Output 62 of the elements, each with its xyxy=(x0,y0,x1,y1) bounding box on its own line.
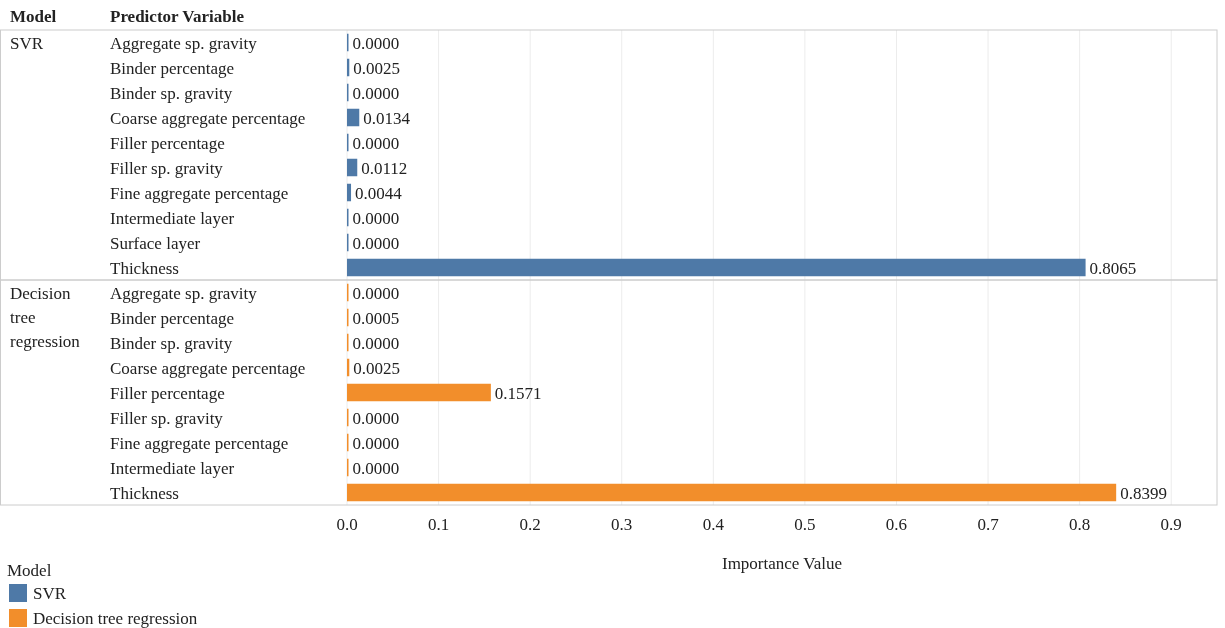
text: SVR xyxy=(10,33,44,53)
x-tick-label: 0.7 xyxy=(977,515,1000,534)
data-label: 0.0000 xyxy=(352,433,400,453)
data-label: 0.0000 xyxy=(352,133,400,153)
y-tick-label: Binder percentage xyxy=(110,58,235,78)
x-axis-title: Importance Value xyxy=(721,554,843,573)
data-label: 0.0000 xyxy=(352,333,400,353)
bar xyxy=(347,108,360,127)
y-tick-label: Fine aggregate percentage xyxy=(110,433,289,453)
y-tick-label: Thickness xyxy=(110,258,179,278)
y-tick-label: Coarse aggregate percentage xyxy=(110,108,306,128)
legend-label: Decision tree regression xyxy=(33,609,198,628)
text: Model xyxy=(10,7,57,26)
x-tick-label: 0.2 xyxy=(519,515,541,534)
y-tick-label: Aggregate sp. gravity xyxy=(110,33,258,53)
y-tick-label: Intermediate layer xyxy=(110,458,235,478)
y-axis-title: Predictor Variable xyxy=(110,7,245,26)
data-label: 0.0025 xyxy=(353,358,401,378)
x-tick-label: 0.4 xyxy=(702,515,725,534)
data-label: 0.1571 xyxy=(494,383,542,403)
data-label: 0.0025 xyxy=(353,58,401,78)
x-tick-label: 0.5 xyxy=(794,515,816,534)
x-tick-label: 0.1 xyxy=(427,515,450,534)
y-tick-label: Filler percentage xyxy=(110,383,225,403)
y-tick-label: Binder sp. gravity xyxy=(110,333,233,353)
y-tick-label: Intermediate layer xyxy=(110,208,235,228)
bar xyxy=(347,258,1086,277)
x-tick-label: 0.6 xyxy=(885,515,908,534)
data-label: 0.8399 xyxy=(1120,483,1167,503)
text: Decision tree regression xyxy=(10,283,80,351)
y-tick-label: Coarse aggregate percentage xyxy=(110,358,306,378)
data-label: 0.0000 xyxy=(352,83,400,103)
x-tick-label: 0.9 xyxy=(1160,515,1182,534)
data-label: 0.0044 xyxy=(355,183,403,203)
data-label: 0.0000 xyxy=(352,408,400,428)
data-label: 0.0000 xyxy=(352,283,400,303)
data-label: 0.0134 xyxy=(363,108,411,128)
bar xyxy=(347,383,491,402)
data-label: 0.0000 xyxy=(352,33,400,53)
data-label: 0.0000 xyxy=(352,458,400,478)
y-tick-label: Binder percentage xyxy=(110,308,235,328)
x-tick-label: 0.0 xyxy=(336,515,358,534)
y-tick-label: Filler sp. gravity xyxy=(110,158,224,178)
data-label: 0.0112 xyxy=(361,158,408,178)
data-label: 0.8065 xyxy=(1089,258,1137,278)
data-label: 0.0000 xyxy=(352,233,400,253)
legend-title: Model xyxy=(7,561,52,580)
data-label: 0.0000 xyxy=(352,208,400,228)
y-tick-label: Binder sp. gravity xyxy=(110,83,233,103)
bar xyxy=(347,483,1117,502)
y-tick-label: Thickness xyxy=(110,483,179,503)
x-tick-label: 0.3 xyxy=(611,515,633,534)
bar xyxy=(347,158,358,177)
y-tick-label: Filler sp. gravity xyxy=(110,408,224,428)
data-label: 0.0005 xyxy=(352,308,400,328)
y-tick-label: Aggregate sp. gravity xyxy=(110,283,258,303)
legend-label: SVR xyxy=(33,584,67,603)
bar xyxy=(347,183,352,202)
y-tick-label: Filler percentage xyxy=(110,133,225,153)
y-tick-label: Fine aggregate percentage xyxy=(110,183,289,203)
x-tick-label: 0.8 xyxy=(1069,515,1091,534)
y-tick-label: Surface layer xyxy=(110,233,201,253)
